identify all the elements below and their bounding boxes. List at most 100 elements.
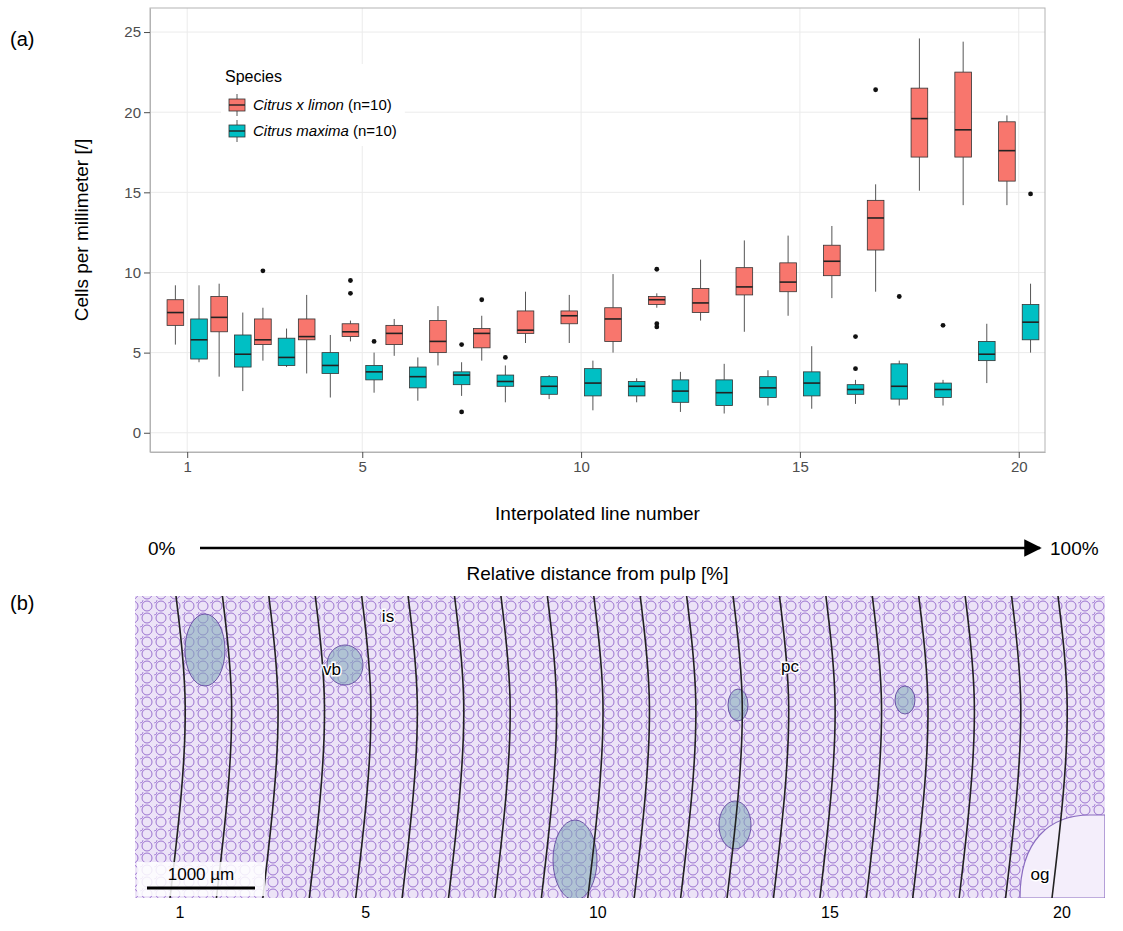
whisker [700, 260, 701, 289]
annotation: Relative distance from pulp [%] [467, 563, 729, 584]
box [867, 87, 884, 291]
whisker [549, 394, 550, 399]
box [780, 236, 797, 316]
whisker [680, 402, 681, 412]
vascular-bundle [553, 820, 597, 898]
oil-gland [1020, 815, 1105, 898]
median [847, 389, 864, 391]
interpolated-line [263, 596, 278, 898]
box-body [716, 380, 733, 406]
box-body [999, 122, 1016, 181]
box-body [234, 335, 251, 367]
median [672, 390, 689, 392]
axis-line [151, 452, 1046, 453]
whisker [680, 372, 681, 380]
outlier [1028, 192, 1033, 197]
median [386, 333, 403, 335]
interpolated-line [820, 596, 835, 898]
tick: 20 [1011, 452, 1028, 475]
tick-label: 5 [133, 344, 141, 361]
tick: 10 [124, 264, 150, 281]
legend-title: Species [225, 68, 282, 85]
box-body [824, 245, 841, 275]
box-body [322, 353, 339, 374]
box-body [497, 375, 514, 386]
median [561, 315, 578, 317]
tick-label: 1 [184, 458, 192, 475]
whisker [262, 345, 263, 361]
box [716, 364, 733, 414]
whisker [963, 157, 964, 205]
box [366, 339, 383, 393]
whisker [724, 364, 725, 380]
whisker [461, 362, 462, 372]
box [824, 226, 841, 298]
y-axis: 0510152025 [124, 9, 150, 453]
box [322, 335, 339, 398]
median [978, 353, 995, 355]
whisker [855, 380, 856, 385]
median [497, 381, 514, 383]
box [760, 370, 777, 405]
grid [150, 8, 1045, 452]
whisker [636, 378, 637, 381]
box-body [191, 319, 208, 359]
whisker [831, 226, 832, 245]
box-body [278, 338, 295, 365]
x-axis: 15101520 [151, 452, 1046, 475]
whisker [437, 353, 438, 366]
whisker [374, 380, 375, 393]
whisker [1030, 284, 1031, 305]
legend-key-box [229, 125, 245, 137]
whisker [417, 388, 418, 401]
whisker [592, 396, 593, 410]
box-body [780, 263, 797, 292]
outlier [897, 294, 902, 299]
tick-label: 25 [124, 23, 141, 40]
median [278, 357, 295, 359]
box-body [692, 289, 709, 313]
box-body [605, 308, 622, 342]
whisker [943, 380, 944, 383]
box-body [978, 341, 995, 360]
box [935, 323, 952, 406]
median [298, 336, 315, 338]
median [999, 150, 1016, 152]
grid-line [150, 272, 1045, 273]
whisker [1006, 181, 1007, 205]
tick-label: 10 [573, 458, 590, 475]
y-axis-title: Cells per millimeter [/] [71, 139, 92, 322]
median [211, 317, 228, 319]
median [824, 260, 841, 262]
tick-label: 20 [124, 103, 141, 120]
whisker [656, 305, 657, 308]
whisker [919, 157, 920, 191]
box [847, 334, 864, 404]
box-body [760, 377, 777, 398]
whisker [875, 184, 876, 200]
legend-key [229, 120, 245, 142]
box [891, 294, 908, 405]
box-body [867, 200, 884, 250]
plot-frame [150, 8, 1045, 452]
whisker [330, 335, 331, 353]
outlier [853, 334, 858, 339]
outlier [479, 297, 484, 302]
tick-label: 5 [359, 458, 367, 475]
whisker [767, 370, 768, 376]
outlier [459, 410, 464, 415]
tick: 25 [124, 23, 150, 40]
line-number: 15 [821, 904, 839, 921]
line-number: 20 [1053, 904, 1071, 921]
tick-label: 20 [1011, 458, 1028, 475]
whisker [219, 284, 220, 297]
box-body [386, 325, 403, 344]
box-body [453, 372, 470, 385]
whisker [788, 292, 789, 316]
median [167, 312, 184, 314]
box-body [473, 329, 490, 348]
box [497, 355, 514, 402]
median [322, 365, 339, 367]
interpolated-line [913, 596, 928, 898]
grid-line [1018, 8, 1019, 452]
